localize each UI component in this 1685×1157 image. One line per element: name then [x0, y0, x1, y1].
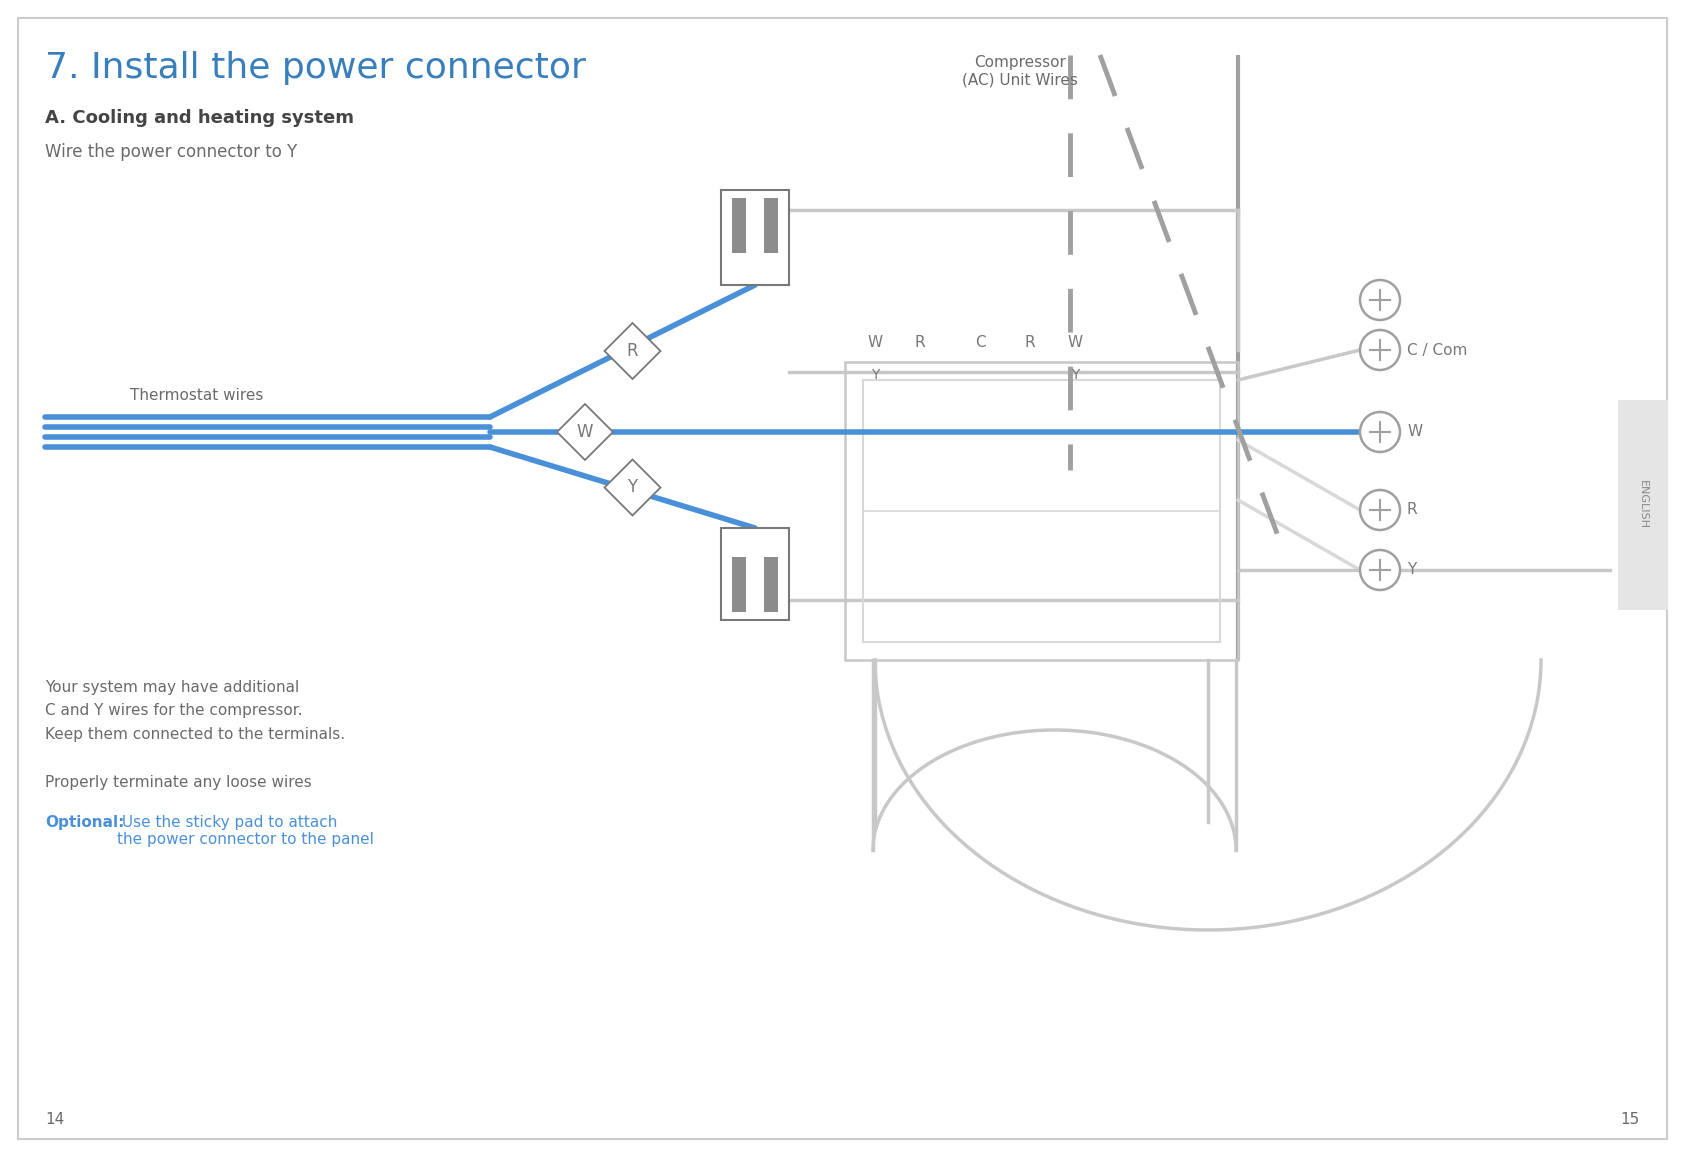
Text: 15: 15	[1621, 1113, 1640, 1128]
Text: Your system may have additional
C and Y wires for the compressor.
Keep them conn: Your system may have additional C and Y …	[45, 680, 345, 742]
Text: Y: Y	[627, 479, 637, 496]
Bar	[721, 190, 789, 285]
Text: Optional:: Optional:	[45, 815, 125, 830]
Text: A. Cooling and heating system: A. Cooling and heating system	[45, 109, 354, 127]
Bar	[731, 557, 746, 612]
Bar	[1618, 400, 1668, 610]
Text: 7. Install the power connector: 7. Install the power connector	[45, 51, 586, 84]
Text: Wire the power connector to Y: Wire the power connector to Y	[45, 143, 297, 161]
Text: Y: Y	[1070, 368, 1078, 382]
Text: R: R	[1024, 336, 1035, 351]
Text: Properly terminate any loose wires: Properly terminate any loose wires	[45, 775, 312, 790]
Text: R: R	[1407, 502, 1417, 517]
Polygon shape	[605, 323, 661, 379]
Polygon shape	[605, 459, 661, 516]
Text: Y: Y	[1407, 562, 1417, 577]
Text: W: W	[868, 336, 883, 351]
Text: W: W	[576, 423, 593, 441]
Text: R: R	[627, 342, 639, 360]
Text: R: R	[915, 336, 925, 351]
Text: Use the sticky pad to attach
the power connector to the panel: Use the sticky pad to attach the power c…	[116, 815, 374, 847]
Text: C / Com: C / Com	[1407, 342, 1468, 358]
Bar	[731, 198, 746, 253]
Text: Compressor
(AC) Unit Wires: Compressor (AC) Unit Wires	[962, 56, 1078, 88]
Text: ENGLISH: ENGLISH	[1638, 480, 1648, 530]
Bar	[763, 557, 778, 612]
Circle shape	[1360, 550, 1400, 590]
Text: W: W	[1407, 425, 1422, 440]
Circle shape	[1360, 491, 1400, 530]
Text: 14: 14	[45, 1113, 64, 1128]
Bar	[763, 198, 778, 253]
Circle shape	[1360, 330, 1400, 370]
Circle shape	[1360, 280, 1400, 320]
Polygon shape	[558, 404, 613, 460]
Text: C: C	[974, 336, 986, 351]
Bar	[844, 362, 1238, 659]
Bar	[721, 528, 789, 620]
Bar	[863, 379, 1220, 642]
Circle shape	[1360, 412, 1400, 452]
Text: Y: Y	[871, 368, 880, 382]
Text: Thermostat wires: Thermostat wires	[130, 388, 263, 403]
Text: W: W	[1067, 336, 1082, 351]
